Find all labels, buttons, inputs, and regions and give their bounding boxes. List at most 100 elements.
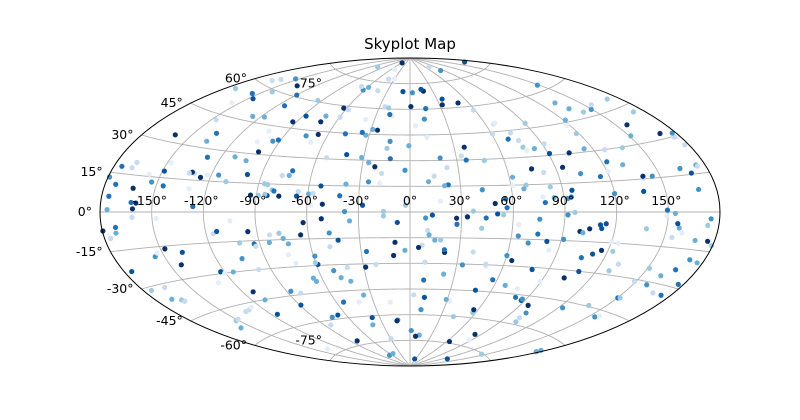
y-tick-label: -75° — [295, 332, 322, 347]
data-point — [608, 239, 615, 245]
data-point — [129, 268, 135, 275]
data-point — [509, 257, 515, 264]
x-tick-label: 120° — [600, 193, 630, 208]
data-point — [525, 302, 531, 308]
data-point — [692, 237, 698, 244]
x-tick-label: -90° — [240, 193, 267, 208]
data-point — [675, 221, 681, 227]
data-point — [439, 102, 445, 108]
data-point — [387, 138, 393, 144]
data-point — [276, 230, 282, 236]
data-point — [360, 292, 367, 298]
y-tick-label: 30° — [111, 127, 133, 142]
data-point — [363, 116, 369, 123]
data-point — [380, 208, 387, 215]
data-point — [540, 194, 546, 200]
data-point — [250, 113, 256, 119]
data-point — [375, 64, 381, 70]
data-point — [375, 88, 381, 94]
data-point — [162, 285, 168, 291]
data-point — [129, 206, 136, 212]
y-tick-label: 15° — [80, 164, 102, 179]
data-point — [512, 294, 519, 300]
data-point — [294, 92, 300, 98]
data-point — [432, 237, 438, 243]
data-point — [588, 102, 594, 108]
data-point — [669, 234, 675, 241]
data-point — [426, 232, 432, 238]
data-point — [412, 123, 419, 129]
data-point — [266, 239, 272, 246]
data-point — [204, 154, 211, 160]
data-point — [438, 67, 444, 74]
data-point — [537, 278, 543, 285]
y-tick-label: -15° — [76, 244, 103, 259]
data-point — [535, 231, 541, 237]
data-point — [566, 106, 572, 112]
data-point — [119, 163, 125, 169]
data-point — [386, 76, 392, 82]
data-point — [615, 261, 622, 267]
data-point — [331, 268, 337, 274]
data-point — [214, 228, 220, 235]
plot-boundary — [99, 57, 721, 367]
data-point — [502, 282, 508, 288]
y-tick-label: 45° — [161, 95, 183, 110]
data-point — [425, 227, 431, 233]
data-point — [179, 249, 185, 255]
data-point — [337, 193, 343, 199]
y-tick-label: 75° — [300, 76, 322, 91]
data-point — [524, 147, 530, 154]
data-point — [573, 130, 580, 137]
data-point — [658, 292, 664, 298]
data-point — [516, 315, 523, 321]
data-point — [516, 222, 522, 228]
data-point — [359, 129, 365, 136]
data-point — [295, 188, 301, 195]
data-point — [479, 187, 485, 193]
data-point — [565, 212, 571, 218]
data-point — [604, 159, 610, 165]
data-point — [106, 193, 112, 199]
data-point — [378, 170, 385, 177]
data-point — [363, 264, 369, 270]
data-point — [552, 100, 558, 106]
y-tick-label: 60° — [225, 71, 247, 86]
data-point — [249, 90, 255, 97]
data-point — [229, 99, 235, 106]
data-point — [237, 240, 243, 246]
data-point — [204, 138, 210, 144]
y-tick-label: 0° — [78, 204, 92, 219]
data-point — [318, 119, 324, 125]
data-point — [421, 294, 428, 300]
x-tick-labels: -150° -120° -90° -60° -30° 0° 30° 60° 90° 120° 150… — [132, 193, 681, 208]
data-point — [513, 319, 519, 325]
data-point — [501, 212, 507, 218]
data-point — [255, 149, 262, 155]
data-point — [400, 89, 406, 95]
data-point — [230, 269, 236, 275]
data-point — [128, 199, 134, 206]
data-point — [238, 325, 244, 331]
data-point — [343, 181, 349, 187]
parallel-line — [329, 339, 491, 361]
data-point — [708, 216, 714, 222]
data-point — [359, 202, 366, 208]
data-point — [459, 262, 465, 268]
data-point — [244, 171, 251, 178]
data-point — [687, 257, 693, 263]
data-point — [592, 314, 598, 320]
data-point — [522, 120, 528, 126]
data-point — [197, 174, 204, 180]
data-point — [390, 350, 396, 357]
data-point — [130, 185, 136, 191]
data-point — [421, 116, 427, 122]
data-point — [323, 113, 329, 119]
data-point — [464, 214, 471, 220]
data-point — [454, 215, 460, 221]
data-point — [365, 179, 372, 185]
data-point — [288, 288, 294, 294]
data-point — [172, 132, 178, 138]
data-point — [387, 111, 393, 118]
data-point — [160, 183, 166, 189]
